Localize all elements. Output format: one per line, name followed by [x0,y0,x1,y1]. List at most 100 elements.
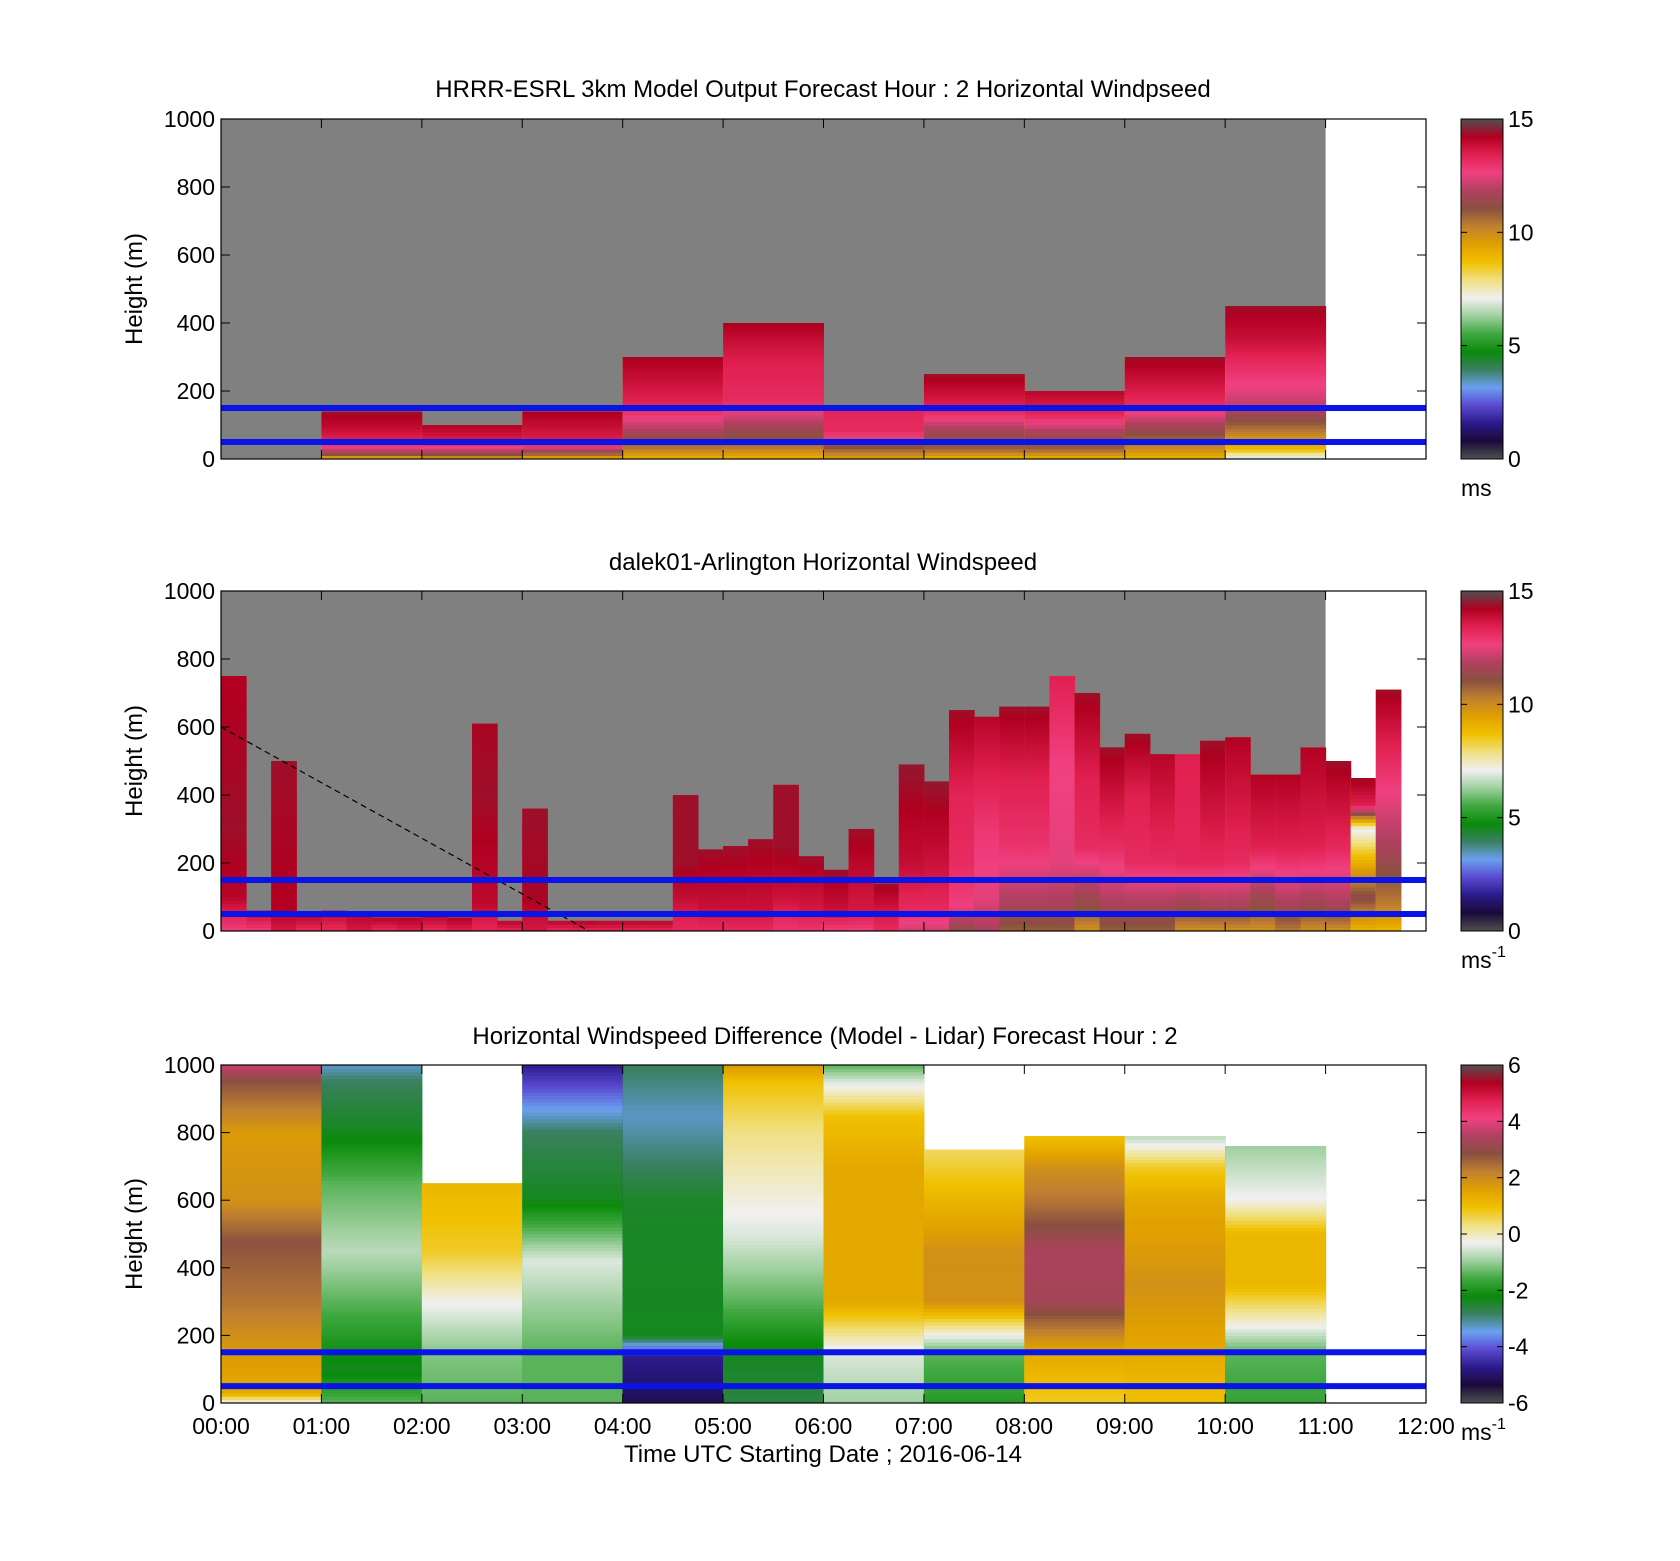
heatmap-cell [923,1220,1025,1225]
heatmap-cell [1074,890,1101,895]
heatmap-cell [1124,917,1151,922]
heatmap-cell [1325,849,1352,854]
heatmap-cell [421,1298,523,1303]
heatmap-cell [522,866,548,871]
heatmap-cell [421,1217,523,1221]
heatmap-cell [221,1098,322,1103]
heatmap-cell [221,764,247,769]
heatmap-cell [1225,829,1251,833]
heatmap-cell [949,839,975,844]
heatmap-cell [1225,374,1327,378]
colorbar-tick-label: 4 [1508,1108,1521,1134]
heatmap-cell [999,907,1025,912]
heatmap-cell [1350,829,1377,833]
heatmap-cell [923,380,1025,385]
heatmap-cell [823,1217,925,1221]
heatmap-cell [748,907,774,912]
heatmap-cell [723,1311,824,1316]
heatmap-column [748,839,774,931]
heatmap-cell [1225,323,1327,327]
heatmap-cell [1225,781,1251,786]
heatmap-cell [1174,805,1201,810]
heatmap-cell [622,428,724,433]
heatmap-cell [1074,869,1101,874]
heatmap-cell [321,1342,423,1347]
heatmap-cell [1049,699,1076,704]
heatmap-cell [1225,1365,1327,1370]
heatmap-cell [672,900,699,905]
heatmap-cell [522,1206,624,1211]
heatmap-cell [949,791,975,796]
heatmap-cell [773,839,799,844]
heatmap-cell [1149,893,1176,898]
heatmap-cell [949,713,975,718]
heatmap-cell [1099,767,1126,772]
heatmap-cell [1024,764,1050,769]
heatmap-cell [421,1203,523,1208]
heatmap-cell [723,1156,824,1161]
heatmap-cell [723,1223,824,1228]
heatmap-cell [999,808,1025,813]
heatmap-cell [823,1257,925,1262]
heatmap-cell [321,1284,423,1289]
heatmap-cell [1124,445,1226,450]
heatmap-cell [949,842,975,847]
heatmap-cell [1024,394,1126,399]
heatmap-cell [923,1176,1025,1181]
heatmap-cell [1225,387,1327,392]
heatmap-cell [1024,859,1050,864]
heatmap-cell [1124,808,1151,813]
heatmap-cell [1149,774,1176,779]
heatmap-cell [1200,917,1226,922]
heatmap-cell [1174,774,1201,779]
heatmap-cell [1024,900,1050,905]
heatmap-cell [1024,418,1126,423]
heatmap-cell [723,1098,824,1103]
heatmap-cell [823,1396,925,1401]
heatmap-cell [723,924,749,929]
heatmap-cell [1350,856,1377,861]
heatmap-cell [923,401,1025,406]
heatmap-cell [873,890,900,895]
heatmap-cell [1124,1277,1226,1282]
heatmap-cell [923,886,950,891]
heatmap-cell [823,1065,925,1069]
heatmap-cell [974,812,1000,816]
heatmap-cell [1124,784,1151,789]
heatmap-cell [221,1335,322,1340]
heatmap-cell [1024,1389,1126,1394]
heatmap-cell [1375,723,1402,728]
heatmap-cell [1074,812,1101,816]
heatmap-cell [1024,425,1126,429]
heatmap-cell [522,1321,624,1326]
heatmap-cell [1024,1220,1126,1225]
heatmap-cell [1124,818,1151,823]
heatmap-cell [999,795,1025,799]
heatmap-cell [522,1092,624,1096]
heatmap-cell [1099,805,1126,810]
heatmap-cell [923,801,950,806]
heatmap-cell [522,418,624,423]
heatmap-cell [1074,767,1101,772]
heatmap-cell [773,842,799,847]
heatmap-cell [1024,1264,1126,1269]
heatmap-cell [999,825,1025,830]
heatmap-cell [923,832,950,837]
heatmap-cell [823,1223,925,1228]
heatmap-column [923,781,950,931]
heatmap-cell [321,1277,423,1282]
heatmap-cell [923,448,1025,453]
heatmap-cell [974,920,1000,925]
heatmap-cell [1124,1190,1226,1194]
heatmap-cell [221,866,247,871]
heatmap-cell [1225,1213,1327,1218]
heatmap-cell [622,448,724,453]
colorbar-tick-label: -2 [1508,1277,1528,1303]
heatmap-cell [1024,1230,1126,1235]
heatmap-cell [421,1335,523,1340]
heatmap-cell [999,832,1025,837]
heatmap-cell [949,883,975,888]
heatmap-cell [1099,920,1126,925]
heatmap-cell [522,1355,624,1360]
heatmap-cell [923,1210,1025,1215]
